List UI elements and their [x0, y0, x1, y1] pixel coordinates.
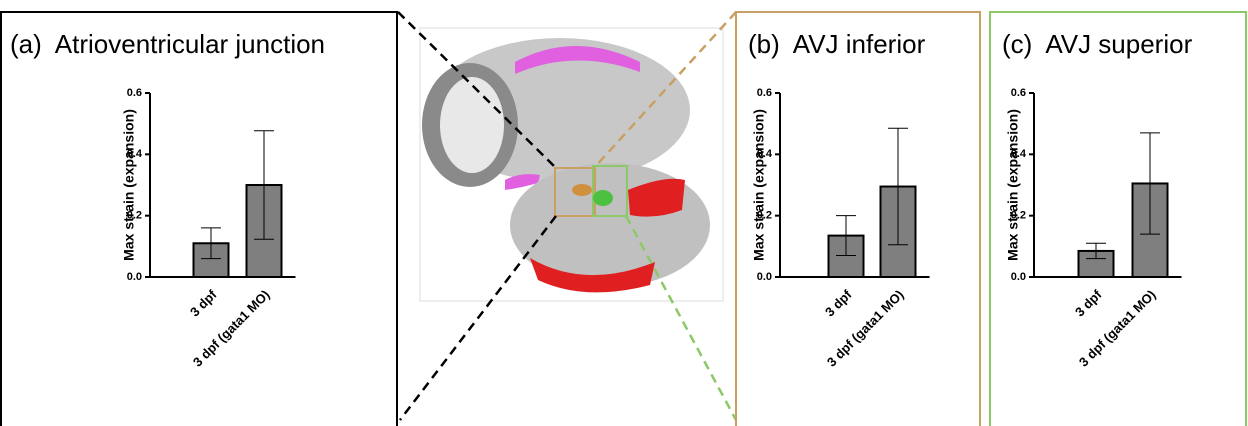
y-tick-label: 0.6	[757, 87, 772, 99]
panel-frame	[736, 12, 980, 426]
x-tick-label: 3 dpf	[1072, 286, 1105, 319]
y-axis-label: Max strain (expansion)	[121, 109, 137, 261]
heart-image	[420, 28, 723, 301]
y-tick-label: 0.6	[127, 87, 142, 99]
y-tick-label: 0.0	[1011, 271, 1026, 283]
green-spot	[593, 190, 613, 206]
panel: (a) Atrioventricular junction0.00.20.40.…	[1, 12, 397, 426]
panel-title: (c) AVJ superior	[1002, 29, 1193, 59]
y-axis-label: Max strain (expansion)	[751, 109, 767, 261]
figure: (a) Atrioventricular junction0.00.20.40.…	[0, 0, 1248, 426]
outflow-inner	[440, 77, 504, 173]
y-tick-label: 0.6	[1011, 87, 1026, 99]
y-tick-label: 0.0	[127, 271, 142, 283]
panel-title: (b) AVJ inferior	[748, 29, 926, 59]
y-axis-label: Max strain (expansion)	[1005, 109, 1021, 261]
orange-spot	[572, 184, 592, 196]
x-tick-label: 3 dpf	[187, 286, 220, 319]
panel-frame	[990, 12, 1246, 426]
x-tick-label: 3 dpf	[822, 286, 855, 319]
panel-title: (a) Atrioventricular junction	[10, 29, 325, 59]
y-tick-label: 0.0	[757, 271, 772, 283]
